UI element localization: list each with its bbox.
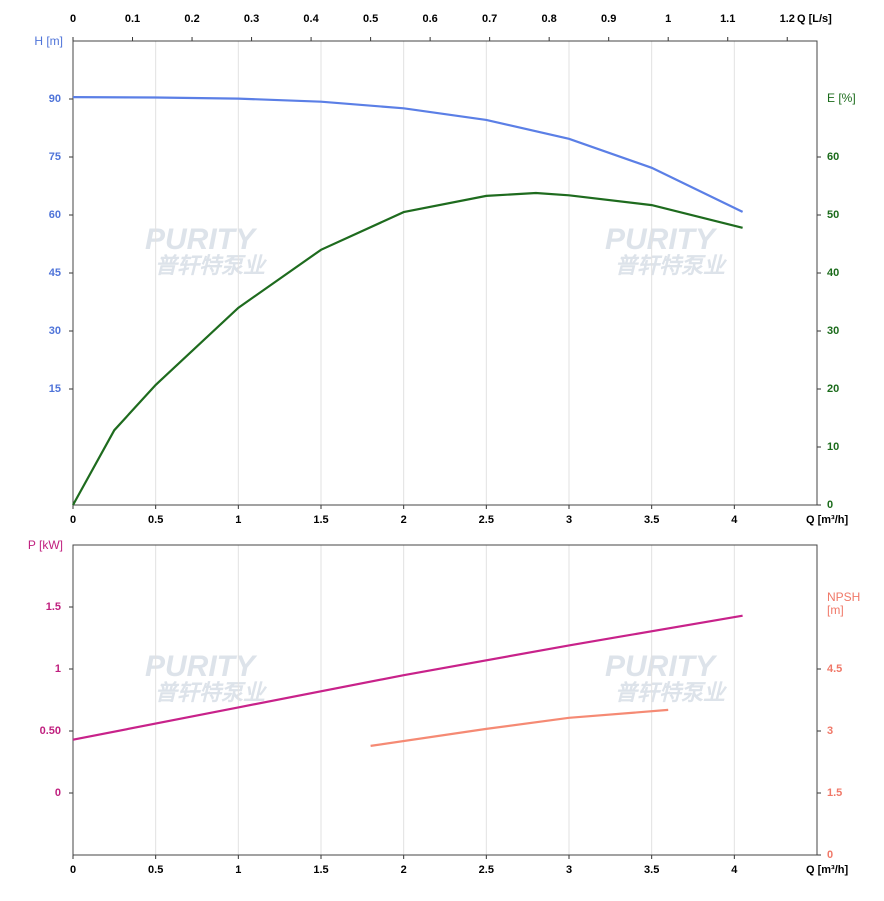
x2-tick-label: 0.1 <box>125 13 140 25</box>
x-tick-label: 2 <box>401 864 407 876</box>
x-tick-label: 0 <box>70 864 76 876</box>
line-p <box>72 614 743 741</box>
y2-axis-label: [m] <box>827 603 844 617</box>
y2-tick-label: 50 <box>827 209 839 221</box>
y2-tick-label: 0 <box>827 499 833 511</box>
x2-tick-label: 0.3 <box>244 13 259 25</box>
x2-tick-label: 0.4 <box>303 13 319 25</box>
plot-frame <box>72 40 818 506</box>
y2-tick-label: 10 <box>827 441 839 453</box>
y2-axis-label: E [%] <box>827 91 856 105</box>
y-tick-label: 60 <box>49 209 61 221</box>
x-tick-label: 4 <box>731 864 738 876</box>
y-axis-label: P [kW] <box>28 538 63 552</box>
x2-tick-label: 0.7 <box>482 13 497 25</box>
x-tick-label: 2 <box>401 514 407 526</box>
y2-tick-label: 4.5 <box>827 663 842 675</box>
x-tick-label: 2.5 <box>479 864 494 876</box>
line-e <box>72 191 743 506</box>
x-tick-label: 1.5 <box>313 514 328 526</box>
watermark: 普轩特泵业 <box>155 253 268 278</box>
x2-tick-label: 1.1 <box>720 13 735 25</box>
x-tick-label: 2.5 <box>479 514 494 526</box>
y2-tick-label: 0 <box>827 849 833 861</box>
x-tick-label: 1 <box>235 864 241 876</box>
x2-tick-label: 0 <box>70 13 76 25</box>
x2-tick-label: 1.2 <box>780 13 795 25</box>
y-tick-label: 15 <box>49 383 61 395</box>
x-tick-label: 3 <box>566 514 572 526</box>
y-tick-label: 1.5 <box>46 601 61 613</box>
x-tick-label: 1.5 <box>313 864 328 876</box>
x2-tick-label: 0.9 <box>601 13 616 25</box>
x2-tick-label: 0.5 <box>363 13 378 25</box>
x-tick-label: 3.5 <box>644 514 659 526</box>
y-tick-label: 0.50 <box>40 725 61 737</box>
x2-axis-label: Q [L/s] <box>797 13 832 25</box>
watermark: PURITY <box>605 650 718 683</box>
x-tick-label: 4 <box>731 514 738 526</box>
y2-tick-label: 3 <box>827 725 833 737</box>
watermark: 普轩特泵业 <box>155 680 268 705</box>
y-tick-label: 1 <box>55 663 61 675</box>
line-npsh <box>370 708 669 747</box>
watermark: PURITY <box>605 223 718 256</box>
y-tick-label: 75 <box>49 151 61 163</box>
watermark: 普轩特泵业 <box>615 680 728 705</box>
x-tick-label: 3 <box>566 864 572 876</box>
y2-axis-label: NPSH <box>827 590 860 604</box>
watermark: PURITY <box>145 650 258 683</box>
x-axis-label: Q [m³/h] <box>806 864 848 876</box>
x2-tick-label: 0.6 <box>422 13 437 25</box>
y2-tick-label: 60 <box>827 151 839 163</box>
x2-tick-label: 0.2 <box>184 13 199 25</box>
x-tick-label: 0.5 <box>148 864 163 876</box>
y-tick-label: 30 <box>49 325 61 337</box>
y2-tick-label: 40 <box>827 267 839 279</box>
x-axis-label: Q [m³/h] <box>806 514 848 526</box>
plot-frame <box>72 544 818 856</box>
x-tick-label: 0 <box>70 514 76 526</box>
x2-tick-label: 1 <box>665 13 671 25</box>
y-axis-label: H [m] <box>34 34 63 48</box>
x-tick-label: 3.5 <box>644 864 659 876</box>
y-tick-label: 90 <box>49 93 61 105</box>
x-tick-label: 0.5 <box>148 514 163 526</box>
x2-tick-label: 0.8 <box>542 13 557 25</box>
y-tick-label: 45 <box>49 267 61 279</box>
y2-tick-label: 1.5 <box>827 787 842 799</box>
line-h <box>72 96 744 213</box>
y2-tick-label: 30 <box>827 325 839 337</box>
watermark: 普轩特泵业 <box>615 253 728 278</box>
watermark: PURITY <box>145 223 258 256</box>
y2-tick-label: 20 <box>827 383 839 395</box>
x-tick-label: 1 <box>235 514 241 526</box>
y-tick-label: 0 <box>55 787 61 799</box>
